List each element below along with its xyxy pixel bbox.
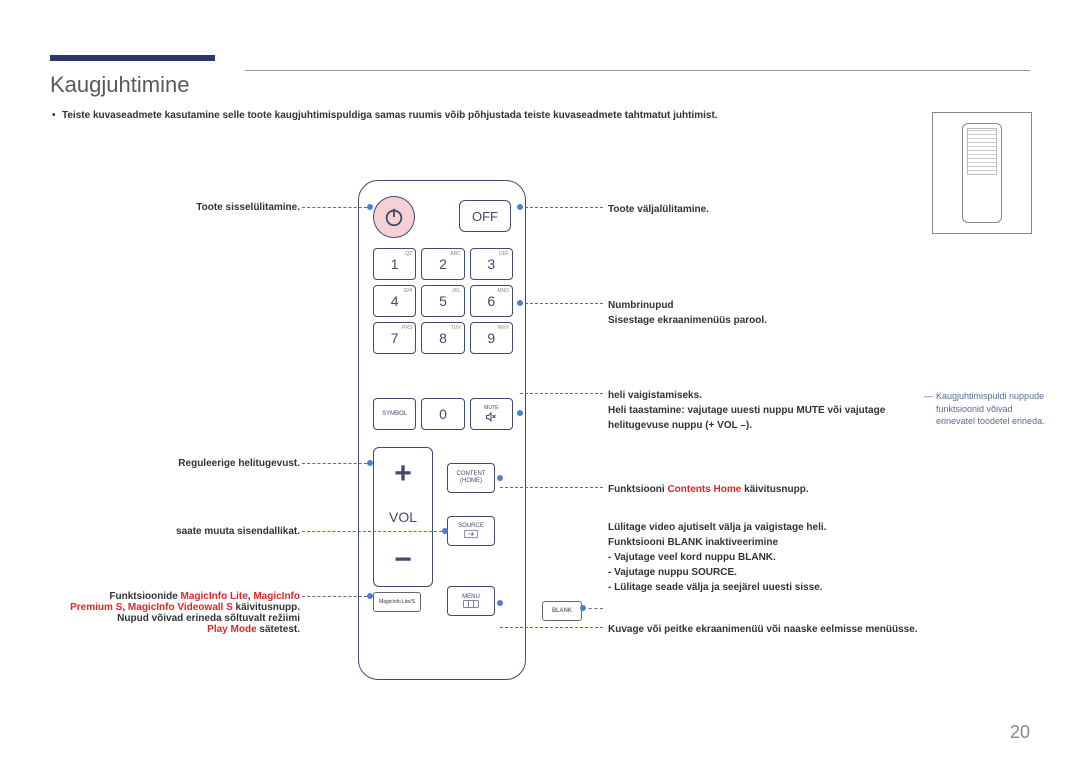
leader-dot bbox=[442, 528, 448, 534]
leader-dot bbox=[497, 475, 503, 481]
leader-line bbox=[302, 531, 442, 532]
sidenote: Kaugjuhtimispuldi nuppude funktsioonid v… bbox=[936, 390, 1052, 428]
leader-line bbox=[583, 608, 603, 609]
menu-icon bbox=[463, 600, 479, 608]
key-1: .QZ1 bbox=[373, 248, 416, 280]
leader-dot bbox=[367, 204, 373, 210]
power-button bbox=[373, 196, 415, 238]
mini-remote-inset bbox=[932, 112, 1032, 234]
label-contents-home: Funktsiooni Contents Home käivitusnupp. bbox=[608, 482, 918, 497]
leader-line bbox=[302, 463, 367, 464]
key-8: TUV8 bbox=[421, 322, 464, 354]
mute-key: MUTE bbox=[470, 398, 513, 430]
content-home-button: CONTENT(HOME) bbox=[447, 463, 495, 493]
key-7: PRS7 bbox=[373, 322, 416, 354]
key-5: JKL5 bbox=[421, 285, 464, 317]
key-9: WXY9 bbox=[470, 322, 513, 354]
source-button: SOURCE bbox=[447, 516, 495, 546]
blank-button: BLANK bbox=[542, 601, 582, 621]
label-volume: Reguleerige helitugevust. bbox=[20, 458, 300, 469]
label-magicinfo: Funktsioonide MagicInfo Lite, MagicInfo … bbox=[20, 591, 300, 635]
volume-rocker: + VOL − bbox=[373, 447, 433, 587]
leader-line bbox=[500, 627, 603, 628]
keypad-bottom-row: SYMBOL 0 MUTE bbox=[373, 398, 513, 430]
off-button: OFF bbox=[459, 200, 511, 232]
leader-dot bbox=[517, 410, 523, 416]
label-power-off: Toote väljalülitamine. bbox=[608, 202, 918, 217]
source-icon bbox=[463, 529, 479, 539]
leader-line bbox=[302, 207, 367, 208]
leader-dot bbox=[517, 204, 523, 210]
label-power-on: Toote sisselülitamine. bbox=[20, 202, 300, 213]
label-numbers: NumbrinupudSisestage ekraanimenüüs paroo… bbox=[608, 298, 918, 328]
magicinfo-button: MagicInfo Lite/S bbox=[373, 592, 421, 612]
label-mute: heli vaigistamiseks.Heli taastamine: vaj… bbox=[608, 388, 918, 433]
header-accent bbox=[50, 55, 215, 61]
leader-dot bbox=[517, 300, 523, 306]
leader-dot bbox=[367, 593, 373, 599]
key-0: 0 bbox=[421, 398, 464, 430]
leader-line bbox=[520, 207, 603, 208]
page-title: Kaugjuhtimine bbox=[50, 72, 189, 98]
leader-line bbox=[302, 596, 367, 597]
power-icon bbox=[383, 206, 405, 228]
leader-dot bbox=[497, 600, 503, 606]
key-3: DEF3 bbox=[470, 248, 513, 280]
leader-dot bbox=[367, 460, 373, 466]
number-keypad: .QZ1 ABC2 DEF3 GHI4 JKL5 MNO6 PRS7 TUV8 … bbox=[373, 248, 513, 354]
label-source: saate muuta sisendallikat. bbox=[20, 526, 300, 537]
header-rule bbox=[245, 70, 1030, 71]
symbol-key: SYMBOL bbox=[373, 398, 416, 430]
menu-button: MENU bbox=[447, 586, 495, 616]
key-6: MNO6 bbox=[470, 285, 513, 317]
leader-line bbox=[520, 303, 603, 304]
leader-line bbox=[520, 393, 603, 394]
label-blank: Lülitage video ajutiselt välja ja vaigis… bbox=[608, 520, 918, 595]
vol-label: VOL bbox=[389, 509, 417, 525]
key-2: ABC2 bbox=[421, 248, 464, 280]
vol-up: + bbox=[394, 457, 412, 491]
key-4: GHI4 bbox=[373, 285, 416, 317]
page-number: 20 bbox=[1010, 722, 1030, 743]
intro-text: Teiste kuvaseadmete kasutamine selle too… bbox=[62, 110, 718, 121]
mute-icon bbox=[484, 411, 498, 423]
leader-line bbox=[500, 487, 603, 488]
mini-remote bbox=[962, 123, 1002, 223]
vol-down: − bbox=[394, 543, 412, 577]
label-menu: Kuvage või peitke ekraanimenüü või naask… bbox=[608, 622, 918, 637]
leader-dot bbox=[580, 605, 586, 611]
